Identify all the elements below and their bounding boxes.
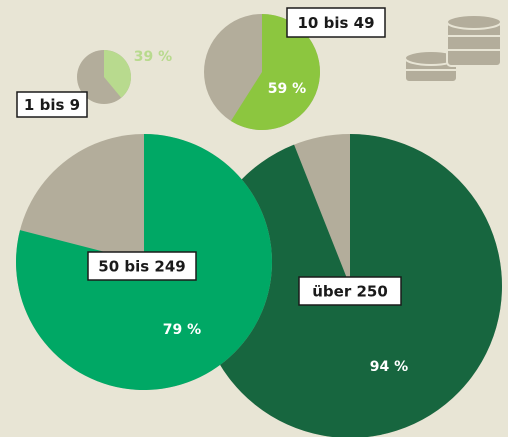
pie-title: 10 bis 49 xyxy=(298,14,375,32)
label-box xyxy=(286,7,386,38)
coins-icon xyxy=(404,14,502,83)
pie-title: über 250 xyxy=(312,283,388,301)
pie-title: 1 bis 9 xyxy=(24,96,80,114)
label-box xyxy=(16,91,88,118)
value-label: 39 % xyxy=(134,49,172,65)
pie-slice xyxy=(104,50,131,98)
pie-slice xyxy=(230,14,321,130)
value-label: 94 % xyxy=(370,359,408,375)
pie-title: 50 bis 249 xyxy=(98,258,185,276)
pie-slice xyxy=(198,134,502,437)
label-box xyxy=(87,251,197,281)
label-box xyxy=(298,276,402,306)
value-label: 59 % xyxy=(268,81,306,97)
value-label: 79 % xyxy=(163,322,201,338)
